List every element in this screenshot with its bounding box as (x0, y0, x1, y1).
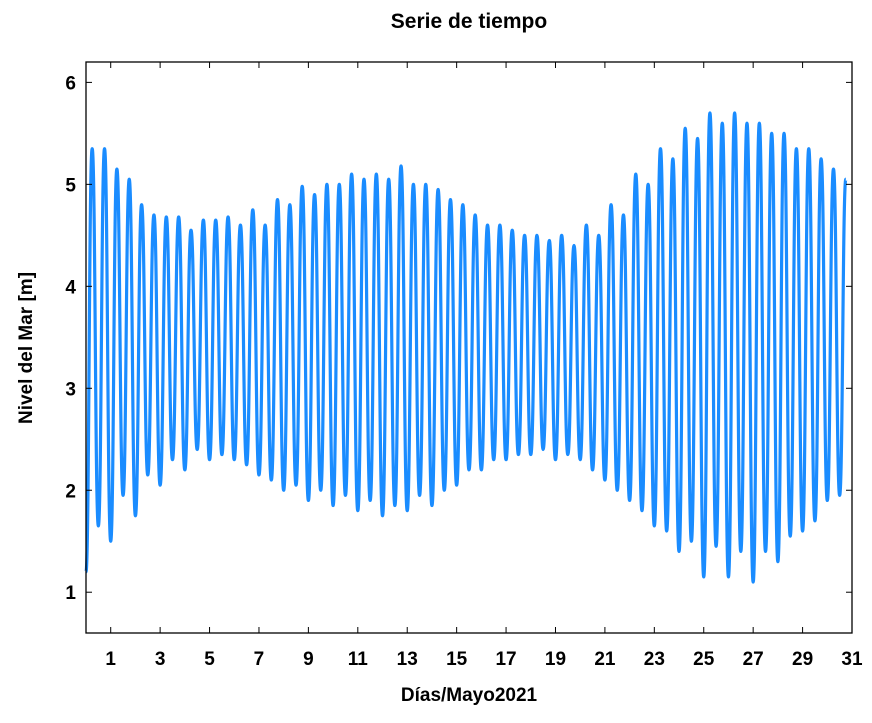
x-tick-label: 25 (693, 649, 715, 670)
y-tick-label: 6 (65, 73, 76, 94)
y-tick-label: 3 (65, 379, 76, 400)
x-axis-label: Días/Mayo2021 (401, 685, 538, 706)
x-tick-label: 21 (594, 649, 616, 670)
x-tick-label: 23 (644, 649, 665, 670)
x-tick-label: 9 (303, 649, 314, 670)
x-tick-label: 19 (545, 649, 566, 670)
y-axis-label: Nivel del Mar [m] (16, 272, 37, 424)
x-tick-label: 5 (204, 649, 215, 670)
x-tick-label: 31 (841, 649, 863, 670)
x-tick-label: 27 (743, 649, 764, 670)
y-tick-label: 2 (65, 481, 76, 502)
data-line (84, 111, 848, 584)
x-tick-label: 1 (105, 649, 116, 670)
y-tick-label: 1 (65, 583, 76, 604)
x-tick-label: 15 (446, 649, 468, 670)
y-tick-label: 5 (65, 175, 76, 196)
x-tick-label: 7 (254, 649, 265, 670)
x-tick-label: 3 (155, 649, 166, 670)
plot-frame (85, 61, 853, 634)
x-tick-label: 11 (348, 649, 369, 670)
x-tick-label: 13 (397, 649, 418, 670)
x-tick-label: 29 (792, 649, 813, 670)
chart-title: Serie de tiempo (391, 10, 547, 33)
y-tick-label: 4 (65, 277, 76, 298)
x-tick-label: 17 (495, 649, 516, 670)
